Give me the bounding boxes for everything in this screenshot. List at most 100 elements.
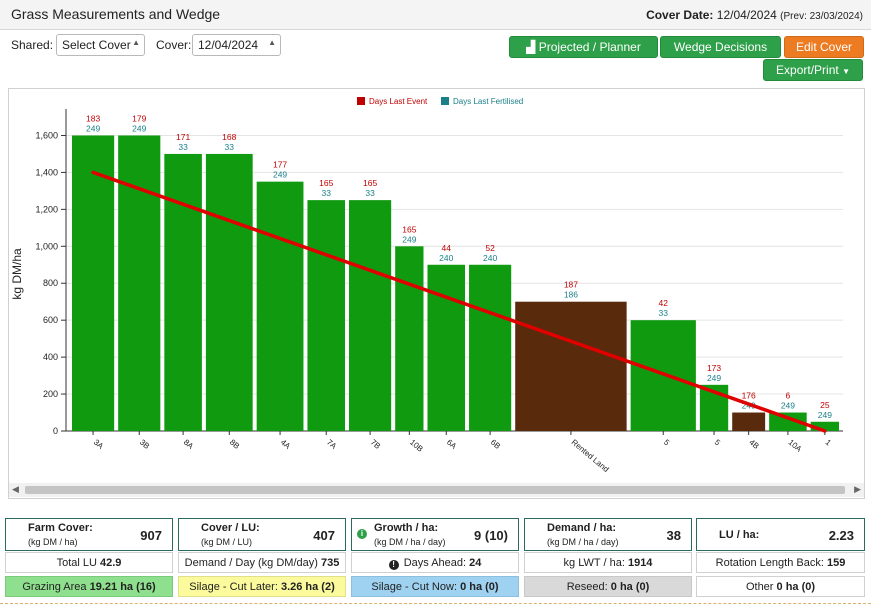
controls-row: Shared: Select Cover ▲ Cover: 12/04/2024… bbox=[0, 30, 871, 86]
growth-unit: (kg DM / ha / day) bbox=[374, 537, 446, 547]
x-tick-label: 7A bbox=[325, 438, 339, 452]
projected-planner-button[interactable]: ▟ Projected / Planner bbox=[509, 36, 658, 58]
paddock-bar bbox=[307, 200, 346, 431]
cover-label: Cover: bbox=[156, 38, 192, 52]
days-last-event-label: 176 bbox=[742, 391, 756, 401]
y-tick-label: 600 bbox=[43, 315, 58, 325]
days-last-fertilised-label: 249 bbox=[818, 410, 832, 420]
cover-lu-label: Cover / LU: bbox=[201, 522, 260, 534]
days-ahead-cell: ! Days Ahead: 24 bbox=[351, 552, 519, 573]
days-last-fertilised-label: 33 bbox=[225, 142, 235, 152]
scroll-right-icon[interactable]: ▶ bbox=[854, 484, 861, 494]
silage-cut-later-value: 3.26 ha (2) bbox=[280, 581, 335, 593]
lwt-label: kg LWT / ha: bbox=[563, 557, 625, 569]
paddock-bar bbox=[427, 264, 466, 431]
export-print-button[interactable]: Export/Print ▼ bbox=[763, 59, 863, 81]
paddock-bar bbox=[515, 301, 627, 431]
farm-cover-unit: (kg DM / ha) bbox=[28, 537, 78, 547]
y-tick-label: 1,000 bbox=[35, 241, 58, 251]
y-tick-label: 1,400 bbox=[35, 167, 58, 177]
days-ahead-label: Days Ahead: bbox=[403, 557, 467, 569]
reseed-cell[interactable]: Reseed: 0 ha (0) bbox=[524, 576, 692, 597]
days-last-fertilised-label: 33 bbox=[321, 188, 331, 198]
days-last-event-label: 25 bbox=[820, 400, 830, 410]
y-axis-label: kg DM/ha bbox=[10, 248, 24, 300]
x-tick-label: 5 bbox=[662, 438, 672, 448]
x-tick-label: 8A bbox=[182, 438, 196, 452]
days-last-event-label: 165 bbox=[319, 178, 333, 188]
y-tick-label: 1,600 bbox=[35, 130, 58, 140]
chevron-down-icon: ▲ bbox=[268, 38, 276, 47]
wedge-decisions-label: Wedge Decisions bbox=[673, 40, 768, 54]
silage-cut-now-cell[interactable]: Silage - Cut Now: 0 ha (0) bbox=[351, 576, 519, 597]
demand-label: Demand / ha: bbox=[547, 522, 617, 534]
lu-ha-stat: LU / ha: 2.23 bbox=[696, 518, 865, 551]
cover-lu-stat: Cover / LU: (kg DM / LU) 407 bbox=[178, 518, 346, 551]
paddock-bar bbox=[349, 200, 392, 431]
x-tick-label: 3A bbox=[92, 438, 106, 452]
days-last-event-label: 52 bbox=[485, 243, 495, 253]
x-tick-label: Rented Land bbox=[570, 438, 611, 474]
x-tick-label: 5 bbox=[713, 438, 723, 448]
x-tick-label: 1 bbox=[824, 438, 834, 448]
farm-cover-value: 907 bbox=[140, 528, 162, 543]
cover-lu-unit: (kg DM / LU) bbox=[201, 537, 253, 547]
other-cell[interactable]: Other 0 ha (0) bbox=[696, 576, 865, 597]
farm-cover-label: Farm Cover: bbox=[28, 522, 93, 534]
x-tick-label: 4B bbox=[747, 438, 760, 451]
demand-day-label: Demand / Day (kg DM/day) bbox=[184, 557, 318, 569]
edit-cover-label: Edit Cover bbox=[795, 40, 853, 54]
paddock-bar bbox=[732, 412, 766, 431]
growth-stat: i Growth / ha: (kg DM / ha / day) 9 (10) bbox=[351, 518, 519, 551]
paddock-bar bbox=[469, 264, 512, 431]
silage-cut-later-cell[interactable]: Silage - Cut Later: 3.26 ha (2) bbox=[178, 576, 346, 597]
days-last-fertilised-label: 240 bbox=[483, 253, 497, 263]
days-last-fertilised-label: 249 bbox=[781, 401, 795, 411]
days-last-event-label: 173 bbox=[707, 363, 721, 373]
days-last-event-label: 177 bbox=[273, 160, 287, 170]
demand-day-value: 735 bbox=[320, 557, 340, 569]
chart-scrollbar[interactable]: ◀ ▶ bbox=[9, 483, 864, 497]
x-tick-label: 3B bbox=[138, 438, 151, 451]
paddock-bar bbox=[205, 153, 253, 432]
grazing-area-value: 19.21 ha (16) bbox=[89, 581, 156, 593]
grazing-area-cell[interactable]: Grazing Area 19.21 ha (16) bbox=[5, 576, 173, 597]
days-last-event-label: 6 bbox=[786, 391, 791, 401]
edit-cover-button[interactable]: Edit Cover bbox=[784, 36, 864, 58]
wedge-decisions-button[interactable]: Wedge Decisions bbox=[660, 36, 781, 58]
paddock-bar bbox=[395, 246, 424, 431]
y-tick-label: 1,200 bbox=[35, 204, 58, 214]
y-tick-label: 200 bbox=[43, 389, 58, 399]
cover-date-display: Cover Date: 12/04/2024 (Prev: 23/03/2024… bbox=[646, 8, 863, 22]
days-last-fertilised-label: 249 bbox=[273, 170, 287, 180]
days-last-fertilised-label: 186 bbox=[564, 290, 578, 300]
days-last-event-label: 44 bbox=[442, 243, 452, 253]
other-value: 0 ha (0) bbox=[776, 581, 816, 593]
projected-planner-label: Projected / Planner bbox=[538, 40, 641, 54]
lu-ha-value: 2.23 bbox=[828, 528, 854, 543]
growth-label: Growth / ha: bbox=[374, 522, 439, 534]
reseed-value: 0 ha (0) bbox=[610, 581, 650, 593]
shared-label: Shared: bbox=[11, 38, 54, 52]
shared-select-value: Select Cover bbox=[62, 38, 131, 52]
info-icon[interactable]: i bbox=[357, 529, 367, 539]
days-last-event-label: 165 bbox=[402, 224, 416, 234]
total-lu-label: Total LU bbox=[56, 557, 97, 569]
page-title: Grass Measurements and Wedge bbox=[11, 6, 221, 22]
days-last-event-label: 179 bbox=[132, 113, 146, 123]
scrollbar-thumb[interactable] bbox=[25, 486, 845, 494]
chevron-down-icon: ▲ bbox=[132, 38, 140, 47]
shared-select[interactable]: Select Cover ▲ bbox=[56, 34, 145, 56]
scroll-left-icon[interactable]: ◀ bbox=[12, 484, 19, 494]
days-last-fertilised-label: 249 bbox=[86, 123, 100, 133]
lu-ha-label: LU / ha: bbox=[719, 529, 760, 541]
demand-value: 38 bbox=[666, 528, 681, 543]
silage-cut-now-label: Silage - Cut Now: bbox=[371, 581, 457, 593]
cover-select[interactable]: 12/04/2024 ▲ bbox=[192, 34, 281, 56]
days-last-event-label: 187 bbox=[564, 280, 578, 290]
days-last-fertilised-label: 240 bbox=[439, 253, 453, 263]
x-tick-label: 10A bbox=[787, 438, 804, 454]
days-ahead-value: 24 bbox=[469, 557, 482, 569]
days-last-fertilised-label: 249 bbox=[402, 234, 416, 244]
x-tick-label: 4A bbox=[279, 438, 293, 452]
